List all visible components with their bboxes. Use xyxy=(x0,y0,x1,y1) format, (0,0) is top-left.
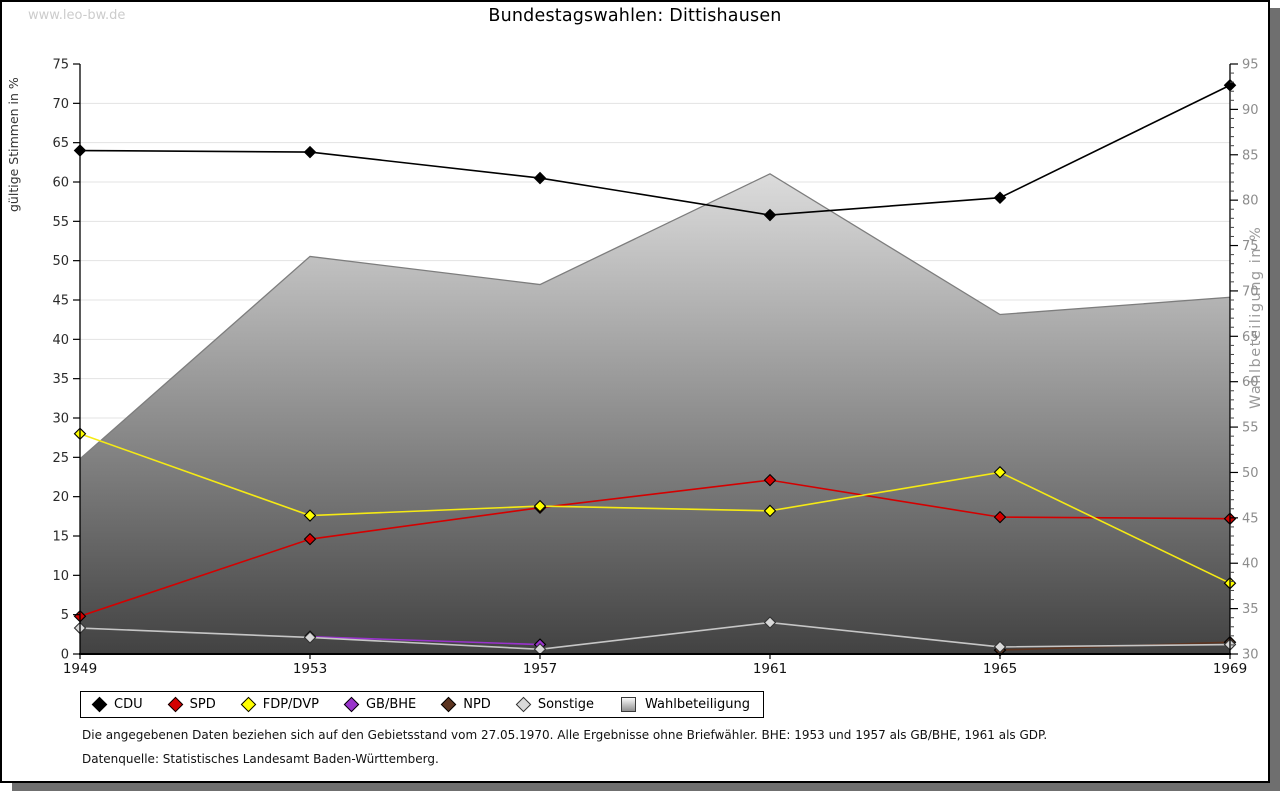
data-point-cdu xyxy=(303,145,317,159)
legend-label-npd: NPD xyxy=(463,697,491,712)
data-point-sonstige xyxy=(303,631,317,644)
left-axis-tick-label: 65 xyxy=(52,136,69,151)
chart-canvas: 0 5 10 15 20 25 30 35 40 45 50 55 60 65 70 75 30 35 40 45 50… xyxy=(52,58,1259,678)
right-axis-tick-label: 35 xyxy=(1242,602,1259,617)
data-point-cdu xyxy=(763,208,777,222)
data-point-spd xyxy=(993,510,1007,524)
wahlbeteiligung-square-icon xyxy=(621,697,636,712)
left-axis-tick-label: 35 xyxy=(52,372,69,387)
legend-item-cdu: CDU xyxy=(91,696,143,713)
left-axis-tick-label: 5 xyxy=(61,608,69,623)
right-axis-tick-label: 70 xyxy=(1242,284,1259,299)
watermark: www.leo-bw.de xyxy=(28,8,126,23)
left-axis-tick-label: 25 xyxy=(52,451,69,466)
right-axis-tick-label: 60 xyxy=(1242,375,1259,390)
right-axis-tick-label: 55 xyxy=(1242,421,1259,436)
data-point-cdu xyxy=(533,171,547,185)
legend-label-cdu: CDU xyxy=(114,697,143,712)
turnout-area xyxy=(80,173,1230,655)
right-axis-tick-label: 40 xyxy=(1242,557,1259,572)
series-line-sonstige xyxy=(79,621,1231,651)
data-point-fdp-dvp xyxy=(993,466,1007,479)
legend-label-gb-bhe: GB/BHE xyxy=(365,697,417,712)
legend-item-fdp-dvp: FDP/DVP xyxy=(240,696,319,713)
x-axis-tick-label: 1949 xyxy=(63,661,97,677)
legend-label-wahlbeteiligung: Wahlbeteiligung xyxy=(645,697,751,712)
left-axis-tick-label: 15 xyxy=(52,530,69,545)
left-axis-tick-label: 30 xyxy=(52,412,69,427)
data-point-fdp-dvp xyxy=(533,499,547,513)
right-axis-tick-label: 30 xyxy=(1242,648,1259,663)
left-axis-tick-label: 45 xyxy=(52,294,69,309)
chart-legend: CDU SPD FDP/DVP GB/BHE NPD Sonstige Wahlbeteil… xyxy=(80,691,765,718)
data-point-cdu xyxy=(993,191,1007,205)
footnote-source: Datenquelle: Statistisches Landesamt Bad… xyxy=(82,752,439,766)
spd-diamond-icon xyxy=(167,696,183,713)
turnout-area-outline xyxy=(79,173,1231,460)
right-axis-tick-label: 85 xyxy=(1242,148,1259,163)
left-axis-tick-label: 70 xyxy=(52,97,69,112)
legend-label-fdp-dvp: FDP/DVP xyxy=(262,697,319,712)
x-axis-tick-label: 1961 xyxy=(753,661,787,677)
fdp-dvp-diamond-icon xyxy=(240,696,256,713)
legend-item-sonstige: Sonstige xyxy=(515,696,594,713)
right-axis-tick-label: 95 xyxy=(1242,58,1259,73)
left-axis-tick-label: 0 xyxy=(61,648,69,663)
legend-item-wahlbeteiligung: Wahlbeteiligung xyxy=(621,697,750,712)
cdu-diamond-icon xyxy=(91,696,108,713)
left-axis-tick-label: 60 xyxy=(52,176,69,191)
left-axis-tick-label: 40 xyxy=(52,333,69,348)
series-line-fdp-dvp xyxy=(79,432,1231,584)
right-axis-tick-label: 75 xyxy=(1242,239,1259,254)
series-line-cdu xyxy=(79,84,1231,216)
right-axis-tick-label: 80 xyxy=(1242,194,1259,209)
x-axis-tick-label: 1965 xyxy=(983,661,1017,677)
left-axis-tick-label: 10 xyxy=(52,569,69,584)
left-axis-tick-label: 50 xyxy=(52,254,69,269)
chart-title: Bundestagswahlen: Dittishausen xyxy=(488,6,782,26)
data-point-fdp-dvp xyxy=(303,509,317,522)
x-axis-tick-label: 1957 xyxy=(523,661,557,677)
x-axis-tick-label: 1969 xyxy=(1213,661,1247,677)
data-point-spd xyxy=(763,473,777,487)
data-point-sonstige xyxy=(993,640,1007,654)
left-axis-tick-label: 20 xyxy=(52,490,69,505)
legend-item-gb-bhe: GB/BHE xyxy=(343,696,417,713)
footnote-geography: Die angegebenen Daten beziehen sich auf … xyxy=(82,728,1048,742)
gb-bhe-diamond-icon xyxy=(343,696,360,713)
right-axis-tick-label: 50 xyxy=(1242,466,1259,481)
right-axis-tick-label: 45 xyxy=(1242,511,1259,526)
data-point-fdp-dvp xyxy=(763,504,777,518)
sonstige-diamond-icon xyxy=(515,696,532,713)
left-axis-tick-label: 55 xyxy=(52,215,69,230)
right-axis-tick-label: 65 xyxy=(1242,330,1259,345)
right-axis-tick-label: 90 xyxy=(1242,103,1259,118)
legend-label-sonstige: Sonstige xyxy=(537,697,594,712)
legend-item-spd: SPD xyxy=(167,696,216,713)
data-point-sonstige xyxy=(763,616,777,629)
npd-diamond-icon xyxy=(440,696,457,713)
data-point-spd xyxy=(303,532,317,546)
series-line-spd xyxy=(79,479,1231,617)
left-axis-tick-label: 75 xyxy=(52,58,69,73)
legend-label-spd: SPD xyxy=(189,697,216,712)
legend-item-npd: NPD xyxy=(440,696,491,713)
series-line-gb-bhe xyxy=(309,635,541,646)
x-axis-tick-label: 1953 xyxy=(293,661,327,677)
